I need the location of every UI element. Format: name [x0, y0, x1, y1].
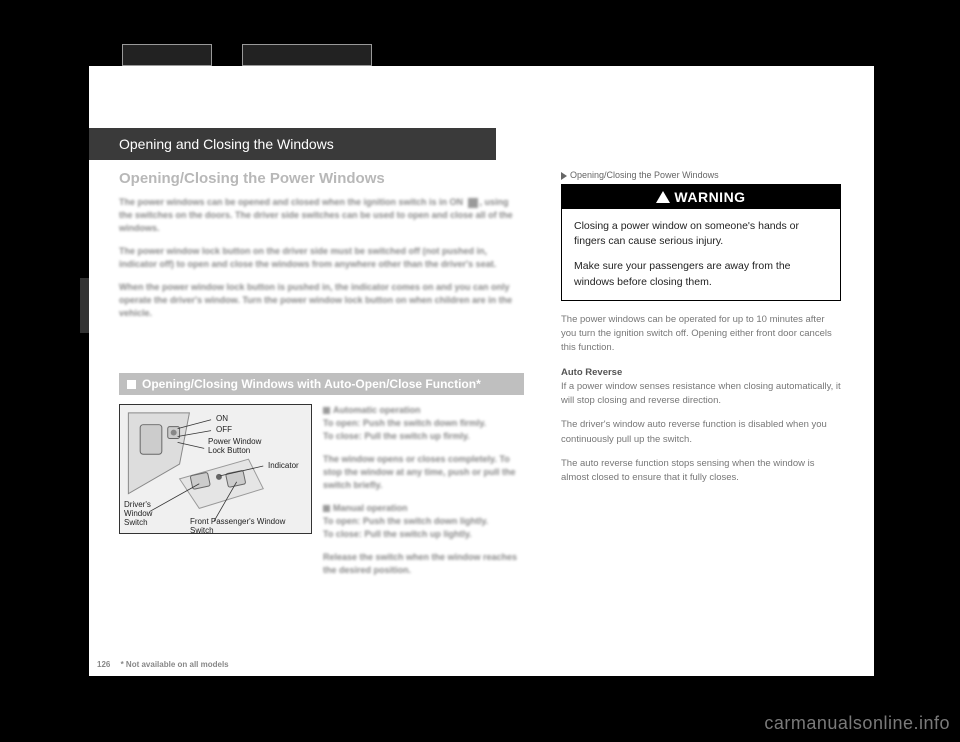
warning-title: WARNING — [562, 185, 840, 209]
warning-triangle-icon — [656, 191, 670, 203]
sidebar-heading: Opening/Closing the Power Windows — [561, 170, 841, 180]
label-indicator: Indicator — [268, 462, 299, 471]
sub-section-header: Opening/Closing Windows with Auto-Open/C… — [119, 373, 524, 395]
manual-page: Opening and Closing the Windows Opening/… — [89, 66, 874, 676]
paragraph-3: When the power window lock button is pus… — [119, 281, 524, 320]
paragraph-2: The power window lock button on the driv… — [119, 245, 524, 271]
sidebar-p3: The driver's window auto reverse functio… — [561, 418, 841, 447]
instructions-column: Automatic operation To open: Push the sw… — [323, 404, 523, 588]
warning-body: Closing a power window on someone's hand… — [562, 209, 840, 300]
square-bullet-icon — [323, 505, 330, 512]
nav-button-1[interactable] — [122, 44, 212, 66]
sidebar-text: The power windows can be operated for up… — [561, 313, 841, 486]
label-off: OFF — [216, 426, 232, 435]
sidebar-p1: The power windows can be operated for up… — [561, 313, 841, 356]
manual-op-block: Manual operation To open: Push the switc… — [323, 502, 523, 541]
manual-op-note: Release the switch when the window reach… — [323, 551, 523, 577]
watermark: carmanualsonline.info — [764, 713, 950, 734]
body-text-left: The power windows can be opened and clos… — [119, 196, 524, 330]
chapter-header: Opening and Closing the Windows — [89, 128, 496, 160]
square-bullet-icon — [127, 380, 136, 389]
nav-button-2[interactable] — [242, 44, 372, 66]
warning-p2: Make sure your passengers are away from … — [574, 259, 828, 289]
page-number: 126 — [97, 660, 110, 669]
label-driver-switch: Driver's Window Switch — [124, 501, 169, 527]
square-bullet-icon — [323, 407, 330, 414]
auto-reverse-title: Auto Reverse — [561, 367, 622, 378]
top-nav-buttons — [122, 44, 372, 66]
sidebar: Opening/Closing the Power Windows WARNIN… — [561, 170, 841, 495]
ignition-ii-icon — [468, 198, 478, 208]
section-title: Opening/Closing the Power Windows — [119, 170, 385, 187]
sidebar-p4: The auto reverse function stops sensing … — [561, 457, 841, 486]
label-lock-button: Power Window Lock Button — [208, 438, 278, 456]
sidebar-auto-reverse: Auto Reverse If a power window senses re… — [561, 366, 841, 409]
warning-p1: Closing a power window on someone's hand… — [574, 219, 828, 249]
footnote: * Not available on all models — [121, 660, 229, 669]
window-switch-diagram: ON OFF Power Window Lock Button Indicato… — [119, 404, 312, 534]
triangle-right-icon — [561, 172, 567, 180]
label-passenger-switch: Front Passenger's Window Switch — [190, 518, 290, 536]
label-on: ON — [216, 415, 228, 424]
paragraph-1: The power windows can be opened and clos… — [119, 196, 524, 235]
auto-op-block: Automatic operation To open: Push the sw… — [323, 404, 523, 443]
warning-box: WARNING Closing a power window on someon… — [561, 184, 841, 301]
auto-op-note: The window opens or closes completely. T… — [323, 453, 523, 492]
footer: 126 * Not available on all models — [97, 660, 229, 669]
